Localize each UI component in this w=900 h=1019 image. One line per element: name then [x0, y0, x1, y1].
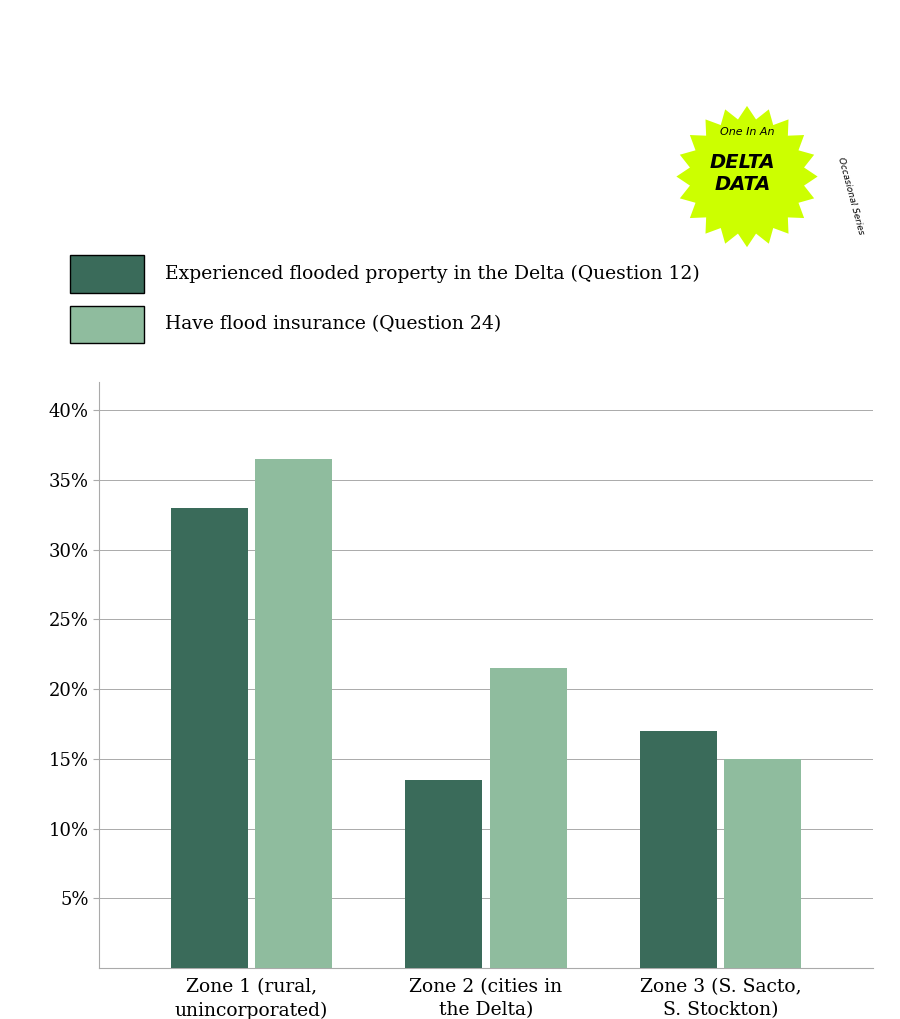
Text: A recent survey explored Delta residents’
sense of place, quality of life, risks: A recent survey explored Delta residents…	[27, 128, 650, 283]
Bar	[724, 759, 802, 968]
Text: Experienced flooded property in the Delta (Question 12): Experienced flooded property in the Delt…	[165, 264, 700, 282]
FancyBboxPatch shape	[70, 306, 144, 343]
Bar	[490, 668, 567, 968]
Text: Have flood insurance (Question 24): Have flood insurance (Question 24)	[165, 315, 501, 333]
Bar	[255, 459, 332, 968]
Text: Delta Residents Survey: Delta Residents Survey	[27, 39, 619, 89]
Bar	[640, 731, 717, 968]
Bar	[170, 507, 248, 968]
FancyBboxPatch shape	[70, 255, 144, 292]
Text: One In An: One In An	[720, 126, 774, 137]
Text: DELTA
DATA: DELTA DATA	[710, 153, 775, 194]
Polygon shape	[677, 106, 817, 248]
Text: Occasional Series: Occasional Series	[836, 156, 865, 235]
Bar	[405, 780, 482, 968]
